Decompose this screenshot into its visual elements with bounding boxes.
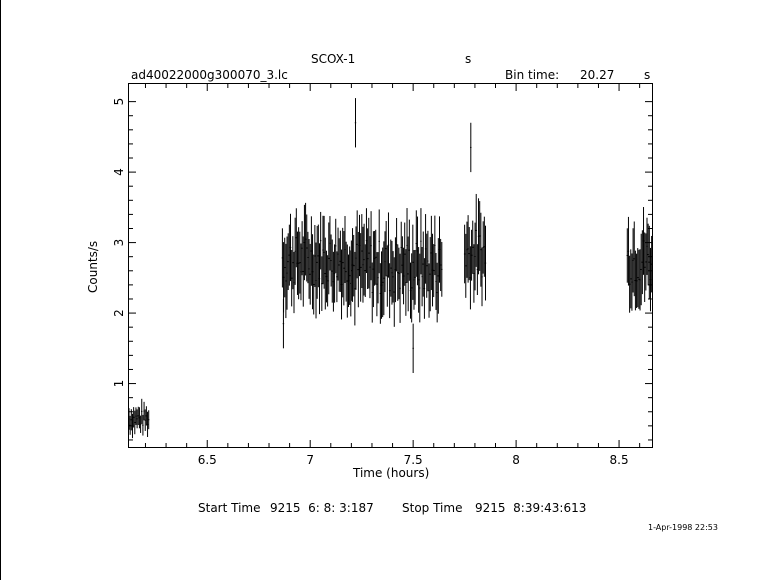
source-name: SCOX-1 xyxy=(311,52,356,66)
x-tick-label: 8 xyxy=(512,453,520,467)
x-tick-label: 6.5 xyxy=(198,453,217,467)
y-axis-label: Counts/s xyxy=(86,240,100,293)
y-tick-label: 2 xyxy=(112,309,126,317)
y-tick-label: 1 xyxy=(112,380,126,388)
x-tick-label: 7 xyxy=(306,453,314,467)
x-axis-label: Time (hours) xyxy=(353,466,430,480)
lightcurve-filename: ad40022000g300070_3.lc xyxy=(131,68,288,82)
x-tick-label: 8.5 xyxy=(610,453,629,467)
plot-frame xyxy=(128,83,653,448)
y-tick-label: 4 xyxy=(112,168,126,176)
plot-date: 1-Apr-1998 22:53 xyxy=(648,523,718,532)
bin-time-value: 20.27 xyxy=(580,68,615,82)
bin-time-label: Bin time: xyxy=(505,68,560,82)
source-unit: s xyxy=(465,52,472,66)
stop-time-value: 9215 8:39:43:613 xyxy=(475,501,587,515)
start-time-value: 9215 6: 8: 3:187 xyxy=(270,501,374,515)
x-tick-label: 7.5 xyxy=(404,453,423,467)
y-tick-label: 3 xyxy=(112,239,126,247)
y-tick-label: 5 xyxy=(112,98,126,106)
chart-marks xyxy=(128,98,653,439)
start-time-label: Start Time xyxy=(198,501,261,515)
bin-time-unit: s xyxy=(644,68,651,82)
chart-ticks: 6.5 7 7.5 8 8.5 1 2 3 4 5 xyxy=(112,84,652,467)
window-left-edge xyxy=(0,0,1,580)
stop-time-label: Stop Time xyxy=(402,501,463,515)
